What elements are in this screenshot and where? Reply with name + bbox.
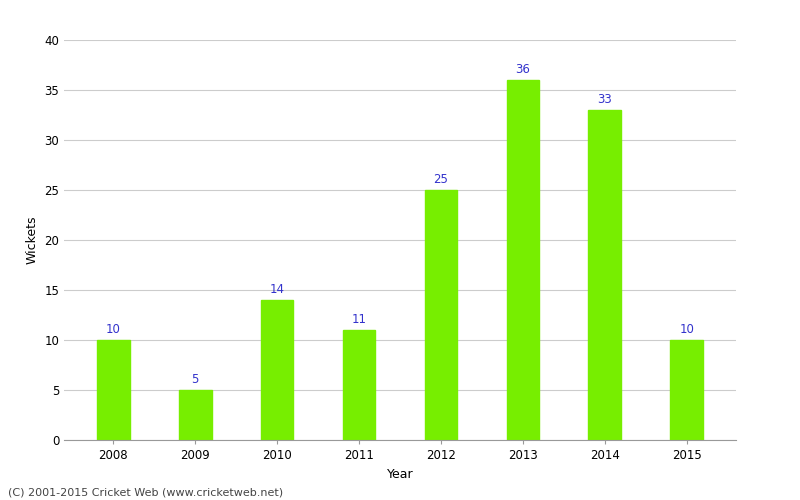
Bar xyxy=(342,330,375,440)
Text: 14: 14 xyxy=(270,283,285,296)
Bar xyxy=(589,110,622,440)
Text: 11: 11 xyxy=(351,313,366,326)
Text: (C) 2001-2015 Cricket Web (www.cricketweb.net): (C) 2001-2015 Cricket Web (www.cricketwe… xyxy=(8,488,283,498)
Bar xyxy=(261,300,294,440)
Text: 5: 5 xyxy=(191,373,199,386)
X-axis label: Year: Year xyxy=(386,468,414,480)
Text: 10: 10 xyxy=(679,323,694,336)
Y-axis label: Wickets: Wickets xyxy=(26,216,38,264)
Bar xyxy=(97,340,130,440)
Bar xyxy=(178,390,211,440)
Text: 10: 10 xyxy=(106,323,121,336)
Bar xyxy=(506,80,539,440)
Text: 33: 33 xyxy=(598,93,612,106)
Bar xyxy=(425,190,458,440)
Text: 36: 36 xyxy=(515,63,530,76)
Text: 25: 25 xyxy=(434,173,449,186)
Bar xyxy=(670,340,703,440)
